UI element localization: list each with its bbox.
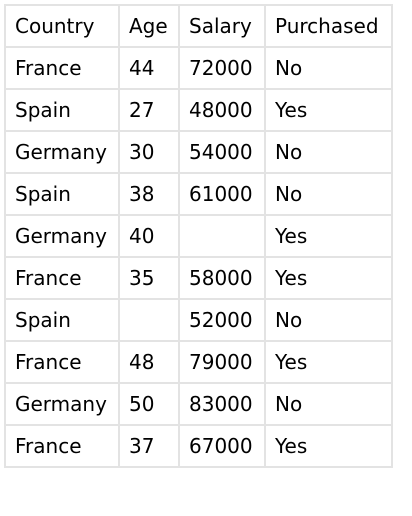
- cell-age: 40: [118, 214, 180, 258]
- header-age: Age: [118, 4, 180, 48]
- cell-country: Germany: [4, 382, 120, 426]
- cell-age: 30: [118, 130, 180, 174]
- cell-age: [118, 298, 180, 342]
- cell-country: France: [4, 46, 120, 90]
- cell-purchased: No: [264, 298, 393, 342]
- cell-country: Germany: [4, 214, 120, 258]
- table-header: Country Age Salary Purchased: [4, 4, 393, 48]
- cell-age: 38: [118, 172, 180, 216]
- cell-age: 35: [118, 256, 180, 300]
- cell-purchased: No: [264, 46, 393, 90]
- cell-purchased: No: [264, 172, 393, 216]
- cell-country: France: [4, 256, 120, 300]
- header-country: Country: [4, 4, 120, 48]
- cell-purchased: Yes: [264, 340, 393, 384]
- table-row: Spain 27 48000 Yes: [4, 88, 393, 132]
- header-salary: Salary: [178, 4, 266, 48]
- cell-age: 37: [118, 424, 180, 468]
- table-row: Germany 50 83000 No: [4, 382, 393, 426]
- table-row: France 35 58000 Yes: [4, 256, 393, 300]
- cell-salary: 72000: [178, 46, 266, 90]
- cell-salary: 67000: [178, 424, 266, 468]
- table-row: Germany 40 Yes: [4, 214, 393, 258]
- table-row: France 44 72000 No: [4, 46, 393, 90]
- cell-age: 44: [118, 46, 180, 90]
- cell-purchased: No: [264, 382, 393, 426]
- table-body: France 44 72000 No Spain 27 48000 Yes Ge…: [4, 46, 393, 468]
- cell-salary: 58000: [178, 256, 266, 300]
- cell-purchased: Yes: [264, 214, 393, 258]
- cell-purchased: Yes: [264, 424, 393, 468]
- cell-country: France: [4, 340, 120, 384]
- cell-country: France: [4, 424, 120, 468]
- cell-salary: 54000: [178, 130, 266, 174]
- cell-salary: 79000: [178, 340, 266, 384]
- cell-salary: 48000: [178, 88, 266, 132]
- table-row: France 48 79000 Yes: [4, 340, 393, 384]
- cell-salary: 83000: [178, 382, 266, 426]
- data-table: Country Age Salary Purchased France 44 7…: [4, 4, 393, 468]
- cell-salary: [178, 214, 266, 258]
- cell-age: 50: [118, 382, 180, 426]
- table-row: Spain 52000 No: [4, 298, 393, 342]
- cell-country: Spain: [4, 172, 120, 216]
- cell-age: 48: [118, 340, 180, 384]
- table-row: France 37 67000 Yes: [4, 424, 393, 468]
- table-row: Spain 38 61000 No: [4, 172, 393, 216]
- cell-country: Germany: [4, 130, 120, 174]
- header-purchased: Purchased: [264, 4, 393, 48]
- cell-age: 27: [118, 88, 180, 132]
- cell-country: Spain: [4, 298, 120, 342]
- header-row: Country Age Salary Purchased: [4, 4, 393, 48]
- cell-purchased: No: [264, 130, 393, 174]
- cell-salary: 52000: [178, 298, 266, 342]
- cell-country: Spain: [4, 88, 120, 132]
- cell-salary: 61000: [178, 172, 266, 216]
- table-row: Germany 30 54000 No: [4, 130, 393, 174]
- cell-purchased: Yes: [264, 88, 393, 132]
- cell-purchased: Yes: [264, 256, 393, 300]
